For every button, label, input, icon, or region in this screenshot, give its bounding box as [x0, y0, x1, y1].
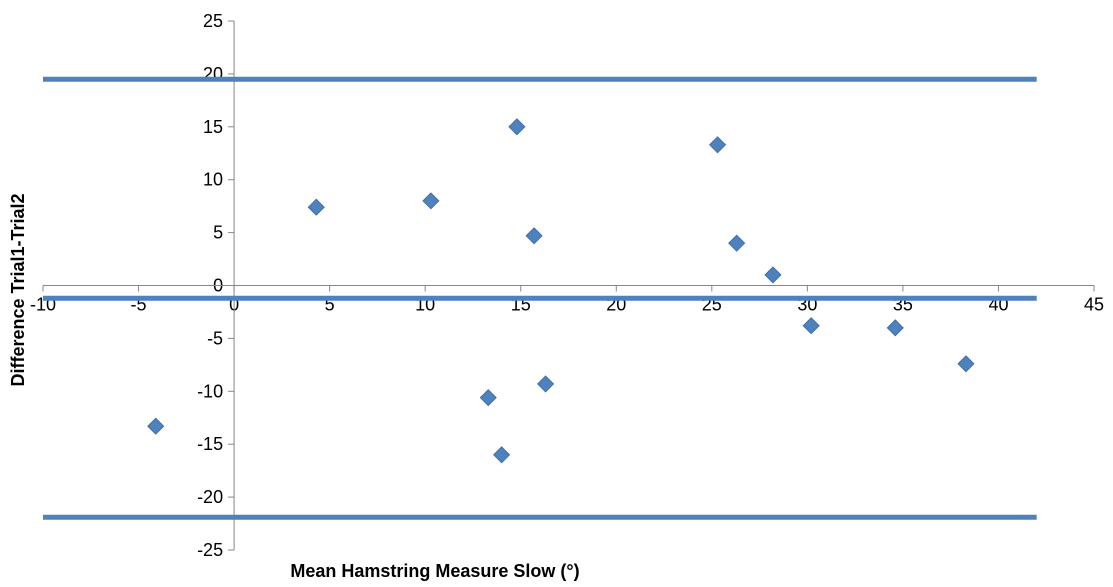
data-point [422, 192, 440, 210]
data-point [525, 227, 543, 245]
data-point [708, 136, 727, 154]
data-point [802, 317, 820, 335]
y-axis-title: Difference Trial1-Trial2 [8, 193, 28, 386]
y-tick-label: -20 [197, 487, 223, 507]
y-tick-label: -25 [197, 540, 223, 560]
data-point [147, 417, 165, 435]
data-point [493, 446, 511, 464]
y-tick-label: 15 [203, 117, 223, 137]
y-tick-label: 5 [213, 223, 223, 243]
data-point [957, 355, 975, 373]
data-point [764, 266, 782, 284]
data-point [728, 234, 746, 252]
data-point [537, 375, 555, 393]
data-points [147, 118, 975, 464]
x-axis-title: Mean Hamstring Measure Slow (°) [290, 561, 579, 581]
data-point [307, 198, 325, 216]
data-point [508, 118, 526, 136]
y-tick-label: -10 [197, 381, 223, 401]
data-point [479, 389, 497, 407]
y-tick-label: -5 [207, 328, 223, 348]
y-tick-label: 25 [203, 11, 223, 31]
x-tick-label: 45 [1084, 295, 1104, 315]
y-tick-label: -15 [197, 434, 223, 454]
x-tick-label: 5 [325, 295, 335, 315]
y-tick-label: 10 [203, 170, 223, 190]
reference-lines [43, 76, 1037, 520]
data-point [886, 319, 904, 337]
